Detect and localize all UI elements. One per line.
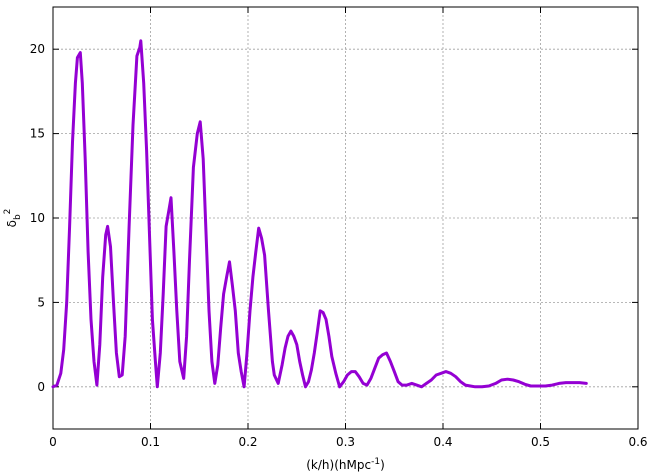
x-tick-label: 0.3	[336, 435, 355, 449]
y-tick-label: 15	[30, 127, 45, 141]
y-axis-label-sup: 2	[3, 209, 13, 215]
x-tick-label: 0.2	[238, 435, 257, 449]
x-axis-label: (k/h)(hMpc-1)	[306, 457, 385, 472]
y-axis-label-sub: b	[13, 214, 23, 220]
x-axis-label-main: (k/h)(hMpc	[306, 458, 371, 472]
x-axis-label-close: )	[380, 458, 385, 472]
x-axis-label-sup: -1	[371, 457, 380, 467]
y-tick-label: 5	[37, 295, 45, 309]
x-tick-label: 0.4	[433, 435, 452, 449]
axis-ticks	[52, 7, 639, 429]
y-tick-label: 20	[30, 42, 45, 56]
x-tick-label: 0.1	[141, 435, 160, 449]
y-tick-label: 10	[30, 211, 45, 225]
x-tick-label: 0.5	[531, 435, 550, 449]
y-axis-label: δb2	[3, 209, 23, 228]
y-tick-labels: 0 5 10 15 20	[30, 42, 45, 394]
x-tick-labels: 0 0.1 0.2 0.3 0.4 0.5 0.6	[49, 435, 647, 449]
x-tick-label: 0.6	[628, 435, 647, 449]
series-line	[51, 39, 588, 389]
x-tick-label: 0	[49, 435, 57, 449]
y-tick-label: 0	[37, 380, 45, 394]
grid-lines	[53, 7, 638, 429]
y-axis-label-main: δ	[5, 220, 19, 227]
